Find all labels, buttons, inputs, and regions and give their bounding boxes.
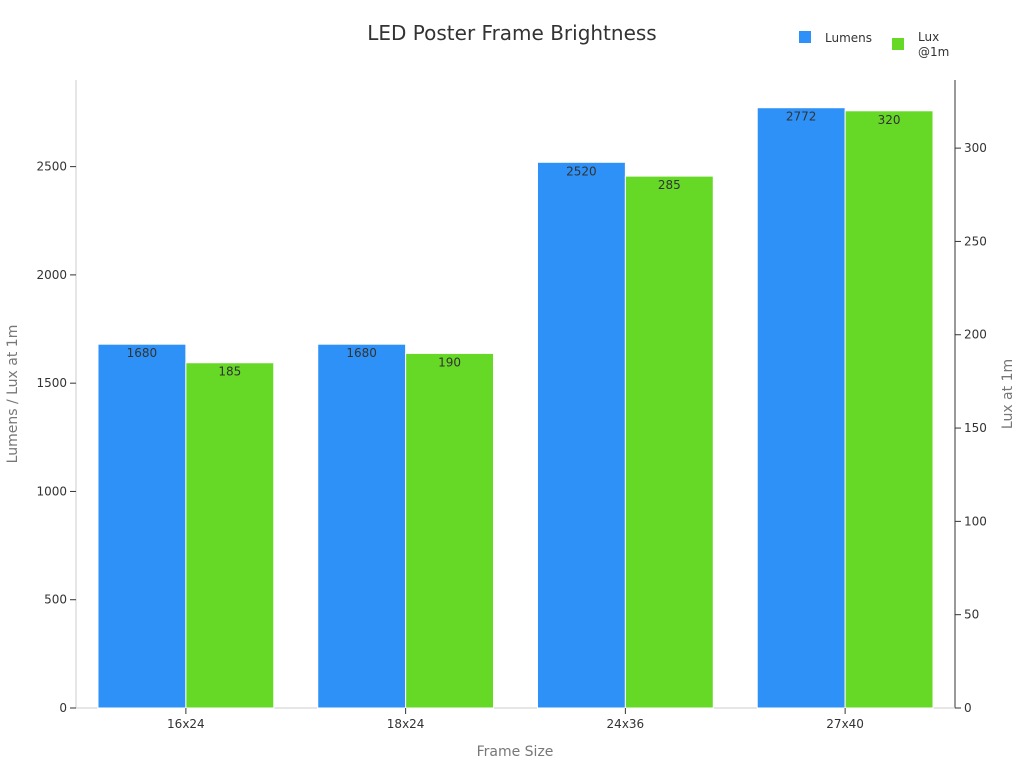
x-axis-title: Frame Size	[477, 744, 554, 760]
x-ticks: 16x24 18x24 24x36 27x40	[167, 708, 864, 731]
y-tick-right-label: 200	[964, 328, 987, 342]
y-tick-left-label: 0	[59, 701, 67, 715]
y-tick-left-label: 1000	[36, 484, 67, 498]
y-tick-right-label: 100	[964, 514, 987, 528]
bar-lumens-16x24	[97, 343, 187, 709]
y-axis-left-title: Lumens / Lux at 1m	[5, 325, 21, 464]
y-ticks-left: 0 500 1000 1500 2000 2500	[36, 160, 76, 715]
data-label-lumens-16x24: 1680	[127, 346, 158, 360]
bar-lumens-18x24	[317, 343, 407, 709]
y-tick-right-label: 300	[964, 141, 987, 155]
legend: Lumens Lux @1m	[799, 30, 949, 59]
data-label-lux-1m-16x24: 185	[218, 365, 241, 379]
bar-lux-1m-27x40	[844, 110, 934, 709]
y-tick-left-label: 1500	[36, 376, 67, 390]
y-ticks-right: 0 50 100 150 200 250 300	[955, 141, 987, 715]
y-tick-right-label: 150	[964, 421, 987, 435]
y-tick-left-label: 2500	[36, 160, 67, 174]
y-tick-right-label: 250	[964, 234, 987, 248]
data-label-lumens-18x24: 1680	[346, 346, 377, 360]
legend-label-lux-1m: Lux @1m	[918, 30, 949, 59]
bar-lux-1m-16x24	[185, 362, 275, 709]
y-axis-right-title: Lux at 1m	[1000, 359, 1016, 429]
bar-lumens-27x40	[756, 107, 846, 709]
legend-label-lumens: Lumens	[825, 31, 872, 45]
bars	[97, 107, 934, 709]
bar-lux-1m-18x24	[405, 352, 495, 709]
legend-swatch-lumens	[799, 31, 811, 43]
chart-title: LED Poster Frame Brightness	[367, 21, 656, 45]
data-label-lux-1m-24x36: 285	[658, 178, 681, 192]
y-tick-left-label: 2000	[36, 268, 67, 282]
legend-swatch-lux-1m	[892, 38, 904, 50]
data-labels: 1680 185 1680 190 2520 285 2772 320	[127, 110, 901, 379]
x-tick-label: 24x36	[607, 717, 645, 731]
x-tick-label: 27x40	[826, 717, 864, 731]
bar-lux-1m-24x36	[624, 175, 714, 709]
x-tick-label: 16x24	[167, 717, 205, 731]
data-label-lumens-27x40: 2772	[786, 110, 817, 124]
data-label-lux-1m-27x40: 320	[878, 113, 901, 127]
y-tick-right-label: 50	[964, 608, 979, 622]
x-tick-label: 18x24	[387, 717, 425, 731]
y-tick-right-label: 0	[964, 701, 972, 715]
data-label-lux-1m-18x24: 190	[438, 355, 461, 369]
data-label-lumens-24x36: 2520	[566, 164, 597, 178]
y-tick-left-label: 500	[44, 593, 67, 607]
bar-lumens-24x36	[536, 161, 626, 709]
